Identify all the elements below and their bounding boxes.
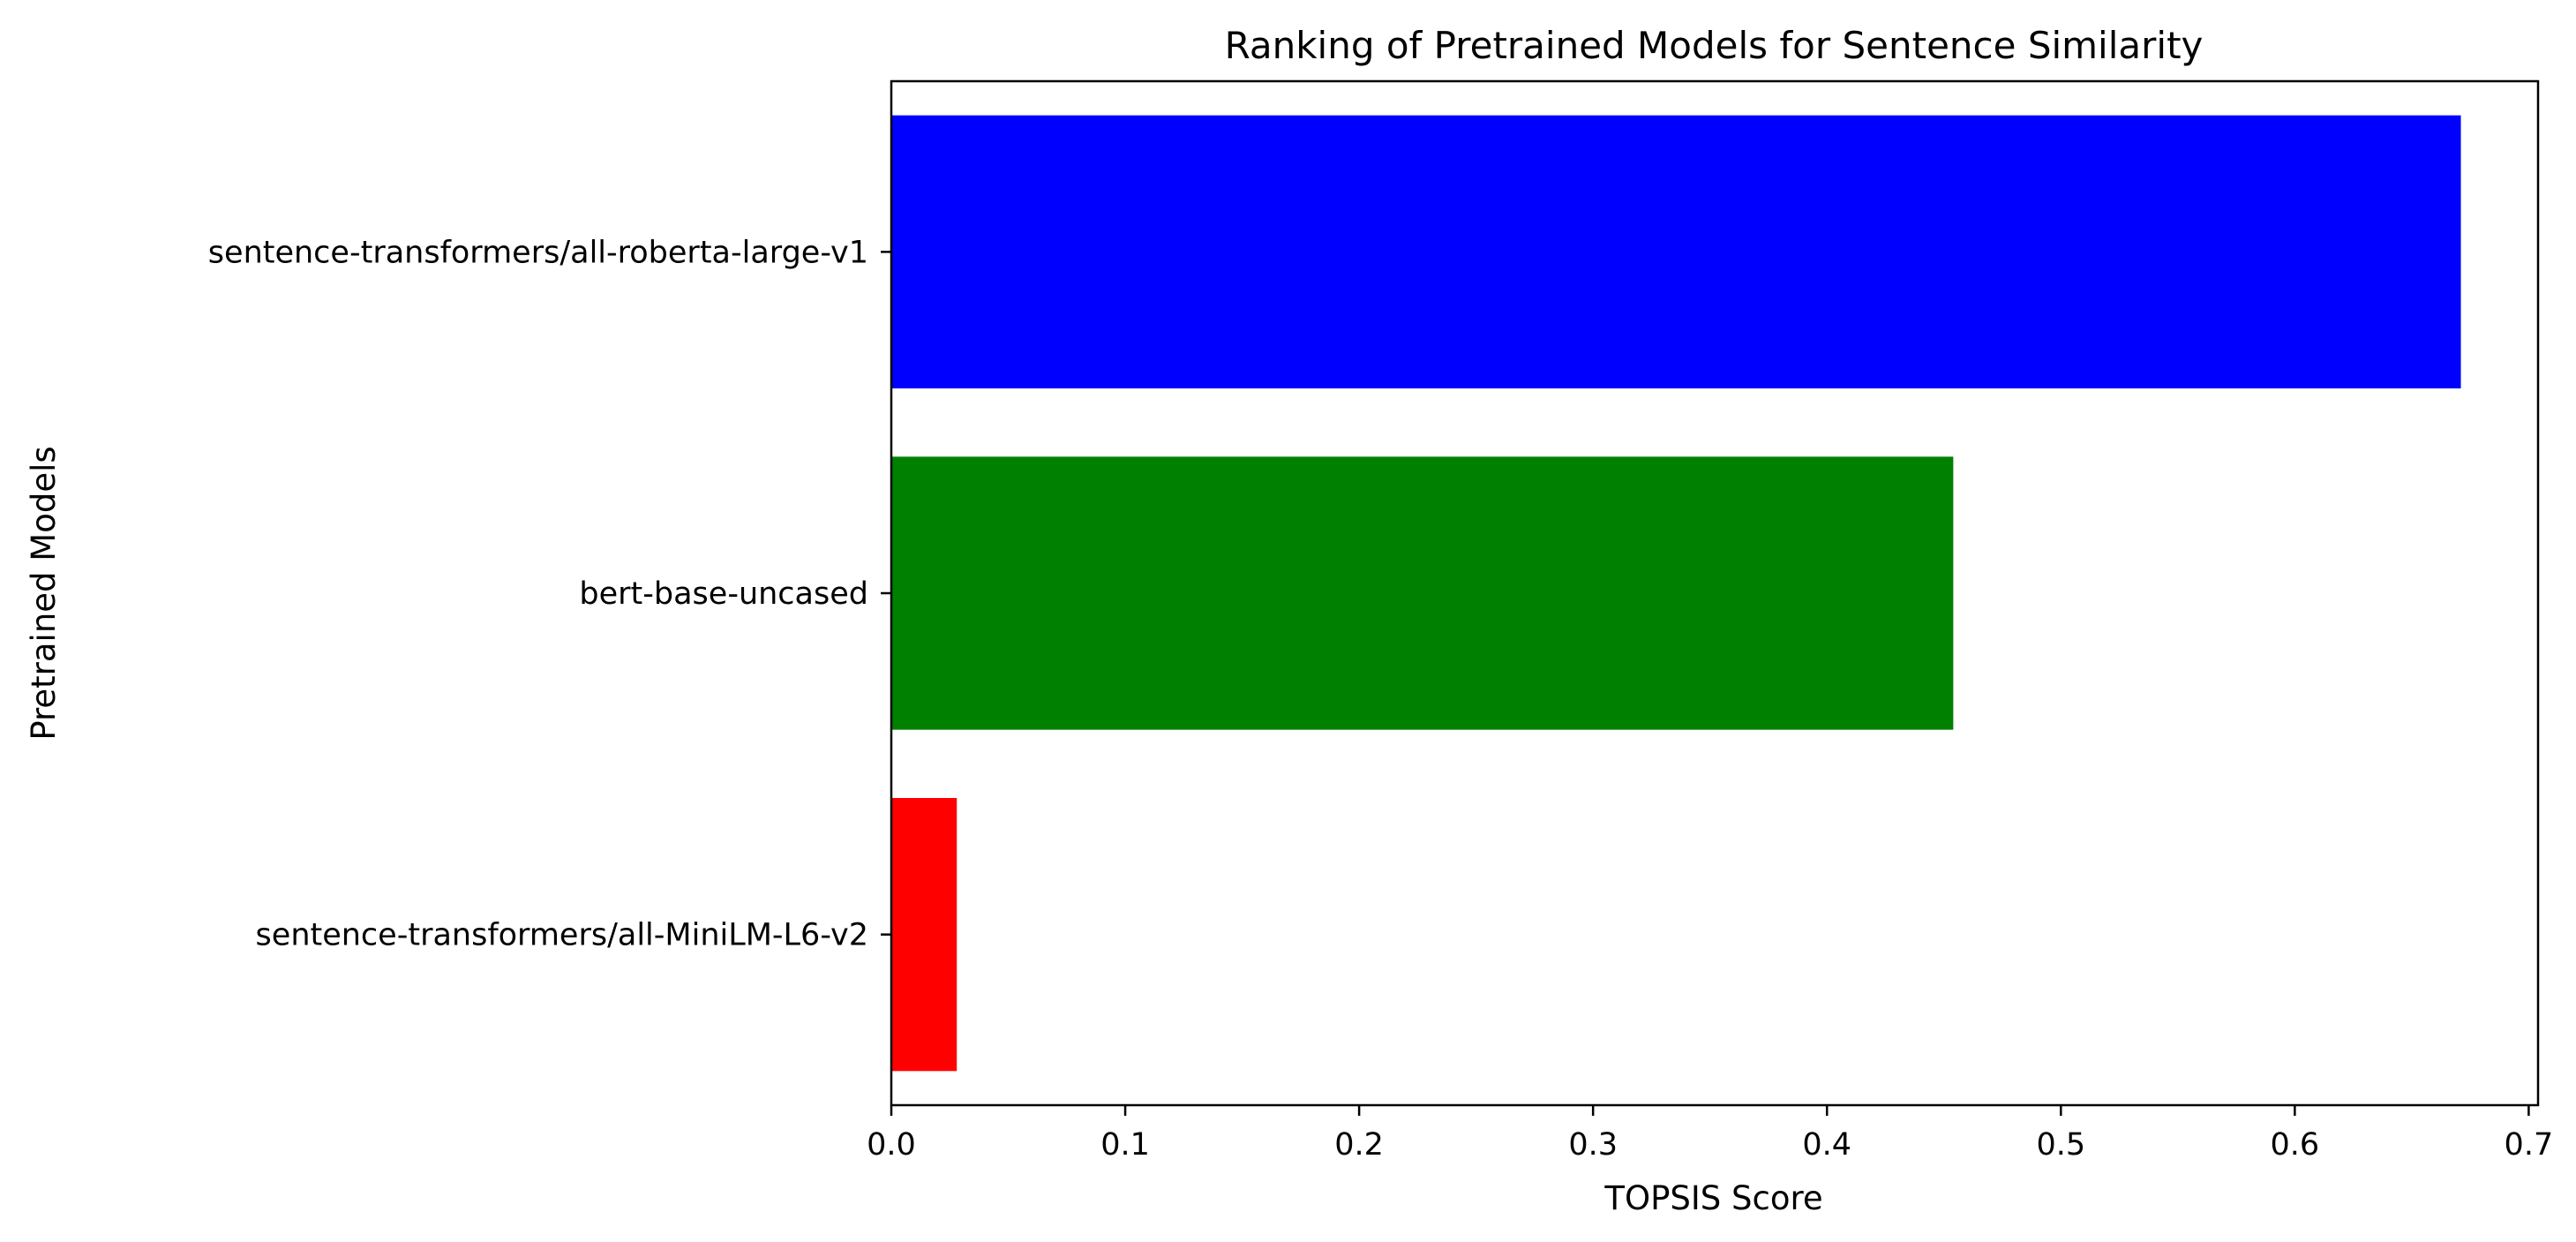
x-axis-ticks: 0.0 0.1 0.2 0.3 0.4 0.5 0.6 0.7 (867, 1105, 2553, 1163)
bars-layer (891, 115, 2461, 1072)
x-tick-label: 0.6 (2271, 1127, 2320, 1163)
bar-1 (891, 115, 2461, 388)
bar-2 (891, 456, 1954, 730)
x-tick-label: 0.2 (1334, 1127, 1384, 1163)
x-tick-label: 0.3 (1568, 1127, 1618, 1163)
x-tick-label: 0.5 (2036, 1127, 2085, 1163)
x-tick-label: 0.1 (1100, 1127, 1150, 1163)
y-tick-label: bert-base-uncased (579, 576, 868, 612)
plot-frame (890, 79, 2540, 1107)
y-tick-label: sentence-transformers/all-roberta-large-… (208, 235, 868, 270)
bar-3 (891, 798, 958, 1072)
y-axis-ticks: sentence-transformers/all-roberta-large-… (208, 235, 891, 953)
y-tick-label: sentence-transformers/all-MiniLM-L6-v2 (256, 918, 868, 953)
y-axis-label: Pretrained Models (25, 446, 63, 740)
x-tick-label: 0.4 (1802, 1127, 1851, 1163)
x-tick-label: 0.7 (2505, 1127, 2554, 1163)
chart-title: Ranking of Pretrained Models for Sentenc… (1225, 24, 2204, 67)
x-axis-label: TOPSIS Score (1603, 1179, 1822, 1217)
x-tick-label: 0.0 (867, 1127, 916, 1163)
